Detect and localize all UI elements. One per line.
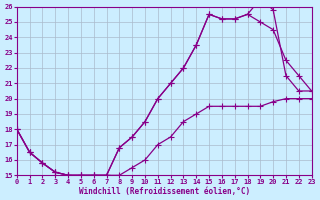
X-axis label: Windchill (Refroidissement éolien,°C): Windchill (Refroidissement éolien,°C) — [79, 187, 250, 196]
